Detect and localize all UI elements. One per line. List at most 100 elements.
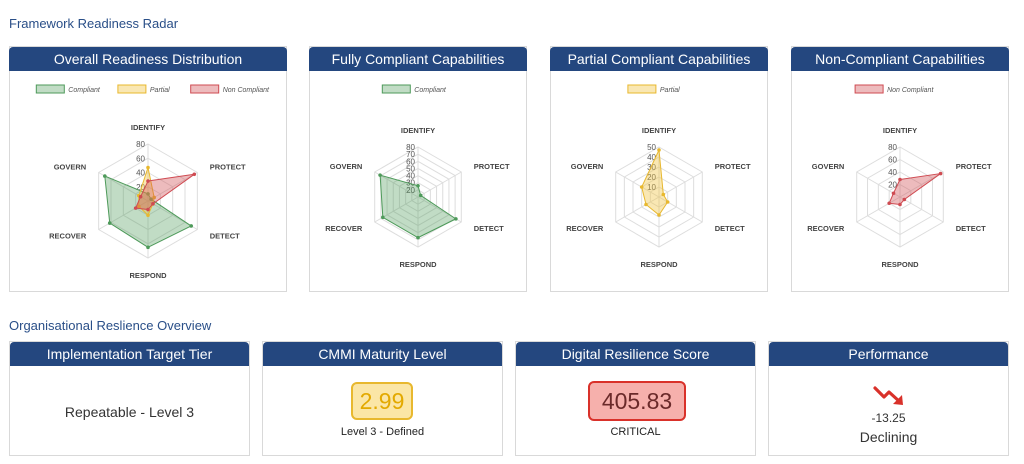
performance-card-title: Performance	[769, 342, 1008, 366]
radar-axis-label: GOVERN	[330, 162, 363, 171]
radar-tick-label: 40	[406, 172, 415, 181]
cmmi-card: CMMI Maturity Level 2.99 Level 3 - Defin…	[262, 341, 503, 456]
radar-point	[146, 179, 150, 183]
radar-tick-label: 20	[136, 183, 145, 192]
radar-card-noncompliant: Non-Compliant Capabilities Non Compliant…	[791, 46, 1009, 292]
radar-axis-label: IDENTIFY	[401, 126, 435, 135]
resilience-status-label: CRITICAL	[610, 426, 661, 438]
radar-spoke	[615, 196, 660, 223]
radar-axis-label: RECOVER	[325, 224, 363, 233]
radar-point	[887, 201, 891, 206]
radar-axis-label: GOVERN	[571, 162, 604, 171]
radar-point	[146, 207, 150, 212]
radar-point	[152, 195, 156, 200]
cmmi-level-label: Level 3 - Defined	[340, 426, 425, 438]
radar-point	[891, 191, 896, 196]
radar-point	[644, 202, 648, 207]
radar-axis-label: RESPOND	[129, 271, 167, 280]
radar-spoke	[417, 171, 462, 198]
radar-point	[146, 165, 150, 170]
radar-spoke	[899, 171, 944, 198]
radar-point	[381, 215, 385, 220]
radar-axis-label: GOVERN	[54, 163, 87, 172]
legend-swatch	[190, 84, 220, 94]
performance-delta: -13.25	[871, 411, 906, 425]
legend-swatch	[381, 84, 411, 94]
overview-section-title: Organisational Reslience Overview	[9, 318, 212, 333]
radar-point	[938, 171, 943, 176]
radar-tick-label: 10	[647, 183, 656, 192]
radar-tick-label: 40	[888, 168, 897, 177]
radar-tick-label: 70	[406, 150, 415, 159]
legend-swatch	[854, 84, 884, 94]
radar-tick-label: 40	[136, 169, 145, 178]
performance-card: Performance -13.25 Declining	[768, 341, 1009, 456]
radar-axis-label: RESPOND	[399, 260, 437, 269]
radar-tick-label: 20	[888, 181, 897, 190]
radar-card-overall: Overall Readiness Distribution Compliant…	[9, 46, 287, 292]
legend-label: Non Compliant	[223, 87, 270, 94]
radar-card-compliant: Fully Compliant Capabilities Compliant 80…	[309, 46, 527, 292]
radar-tick-label: 80	[888, 143, 897, 152]
radar-point	[416, 235, 420, 240]
radar-point	[146, 213, 150, 218]
radar-spoke	[658, 171, 703, 198]
legend-label: Partial	[660, 87, 680, 94]
radar-point	[151, 202, 155, 206]
radar-point	[136, 204, 141, 209]
radar-point	[454, 217, 458, 221]
radar-point	[146, 192, 150, 196]
radar-tick-label: 60	[136, 154, 145, 163]
radar-chart-partial: Partial 5040302010 IDENTIFY PROTECT DETECT RE…	[566, 84, 751, 269]
radar-tick-label: 30	[406, 179, 415, 188]
radar-spoke	[147, 172, 198, 202]
trend-down-icon	[873, 386, 903, 405]
radar-spoke	[374, 171, 419, 198]
radar-point	[898, 177, 902, 182]
resilience-score-badge: 405.83	[588, 381, 686, 421]
radar-point	[661, 192, 666, 197]
resilience-card-title: Digital Resilience Score	[516, 342, 755, 366]
radar-axis-label: PROTECT	[956, 162, 992, 171]
radar-tick-label: 20	[647, 173, 656, 182]
radar-point	[103, 174, 107, 178]
radar-tick-label: 30	[647, 163, 656, 172]
tier-value: Repeatable - Level 3	[64, 404, 195, 420]
radar-point	[416, 183, 420, 188]
radar-axis-label: PROTECT	[474, 162, 510, 171]
legend-label: Compliant	[414, 87, 447, 94]
radar-point	[665, 200, 670, 204]
legend-swatch	[35, 84, 65, 94]
radar-chart-compliant: Compliant 80706050403020 IDENTIFY PROTECT DE…	[325, 84, 510, 269]
radar-axis-label: RESPOND	[881, 260, 919, 269]
radar-axis-label: RECOVER	[807, 224, 845, 233]
radar-tick-label: 60	[888, 156, 897, 165]
radar-point	[189, 224, 193, 228]
radar-axis-label: RECOVER	[566, 224, 604, 233]
radar-point	[657, 148, 661, 152]
legend-label: Partial	[150, 87, 170, 94]
radar-axis-label: GOVERN	[812, 162, 845, 171]
radar-point	[657, 213, 661, 217]
radar-chart-noncompliant: Non Compliant 80 60 40 20 IDENTIFY PROTECT DETE…	[807, 84, 992, 269]
radar-point	[639, 185, 644, 189]
radar-card-partial: Partial Compliant Capabilities Partial 50…	[550, 46, 768, 292]
radar-card-title: Partial Compliant Capabilities	[550, 47, 768, 71]
radar-point	[149, 197, 153, 202]
resilience-card: Digital Resilience Score 405.83 CRITICAL	[515, 341, 756, 456]
radar-chart-overall: Compliant Partial Non Compliant 80 60 40 20 IDE…	[35, 84, 270, 280]
radar-axis-label: DETECT	[715, 224, 745, 233]
radar-tick-label: 80	[136, 140, 145, 149]
radar-tick-label: 80	[406, 143, 415, 152]
legend-swatch	[627, 84, 657, 94]
radar-tick-label: 20	[406, 186, 415, 195]
radar-spoke	[856, 196, 901, 223]
radar-axis-label: DETECT	[210, 232, 240, 241]
radar-tick-label: 50	[406, 164, 415, 173]
legend-label: Compliant	[68, 87, 101, 94]
radar-card-title: Fully Compliant Capabilities	[309, 47, 527, 71]
radar-tick-label: 40	[647, 153, 656, 162]
performance-label: Declining	[859, 429, 918, 445]
radar-axis-label: PROTECT	[715, 162, 751, 171]
radar-spoke	[899, 196, 944, 223]
